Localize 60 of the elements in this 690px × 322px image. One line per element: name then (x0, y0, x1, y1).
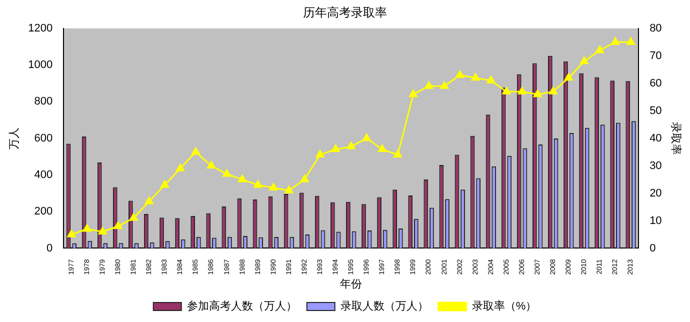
point (300, 174, 309, 182)
y2-tick-label: 30 (650, 160, 662, 172)
point (611, 37, 620, 45)
y-tick-label: 800 (34, 96, 53, 108)
y2-tick-label: 10 (650, 214, 662, 227)
y-tick-label: 1200 (28, 22, 53, 34)
point (564, 73, 573, 81)
point (114, 221, 122, 229)
point (284, 186, 294, 194)
point (67, 230, 76, 238)
y2-tick-label: 80 (650, 22, 662, 34)
point (144, 196, 154, 204)
point (596, 46, 604, 54)
point (548, 86, 558, 94)
y-tick-label: 400 (34, 168, 53, 181)
point (362, 134, 371, 142)
point (346, 142, 356, 150)
point (129, 213, 138, 221)
point (176, 164, 184, 172)
point (222, 169, 232, 177)
point (254, 180, 262, 188)
y2-tick-label: 20 (650, 187, 662, 200)
legend-label: 录取人数（万人） (340, 300, 428, 313)
point (378, 144, 386, 152)
point (207, 161, 216, 169)
y-tick-label: 200 (34, 206, 53, 218)
point (160, 180, 169, 188)
point (316, 150, 324, 158)
y2-tick-label: 0 (650, 242, 656, 254)
x-axis-title: 年份 (340, 278, 362, 290)
point (518, 86, 526, 94)
y-tick-label: 0 (46, 242, 53, 254)
y-tick-label: 600 (34, 132, 53, 144)
legend-label: 参加高考人数（万人） (186, 300, 297, 313)
point (626, 37, 636, 45)
point (471, 73, 480, 81)
point (533, 90, 542, 98)
point (424, 81, 434, 89)
point (394, 150, 402, 158)
point (331, 144, 340, 152)
point (98, 226, 107, 234)
y-tick-label: 1000 (28, 59, 53, 72)
point (580, 56, 588, 64)
y2-tick-label: 70 (650, 50, 662, 62)
point (486, 76, 496, 84)
point (238, 174, 247, 182)
y2-tick-label: 50 (650, 104, 662, 117)
point (192, 147, 200, 155)
point (269, 183, 278, 191)
point (82, 224, 92, 232)
chart-title: 历年高考录取率 (303, 6, 387, 20)
legend-label: 录取率（%） (472, 300, 537, 313)
point (440, 81, 449, 89)
y-axis-title: 万人 (8, 127, 21, 150)
y2-tick-label: 60 (650, 77, 662, 90)
point (409, 90, 418, 98)
y2-tick-label: 40 (650, 132, 662, 144)
point (456, 70, 464, 78)
point (502, 86, 511, 94)
y2-axis-title: 录取率 (669, 122, 682, 155)
